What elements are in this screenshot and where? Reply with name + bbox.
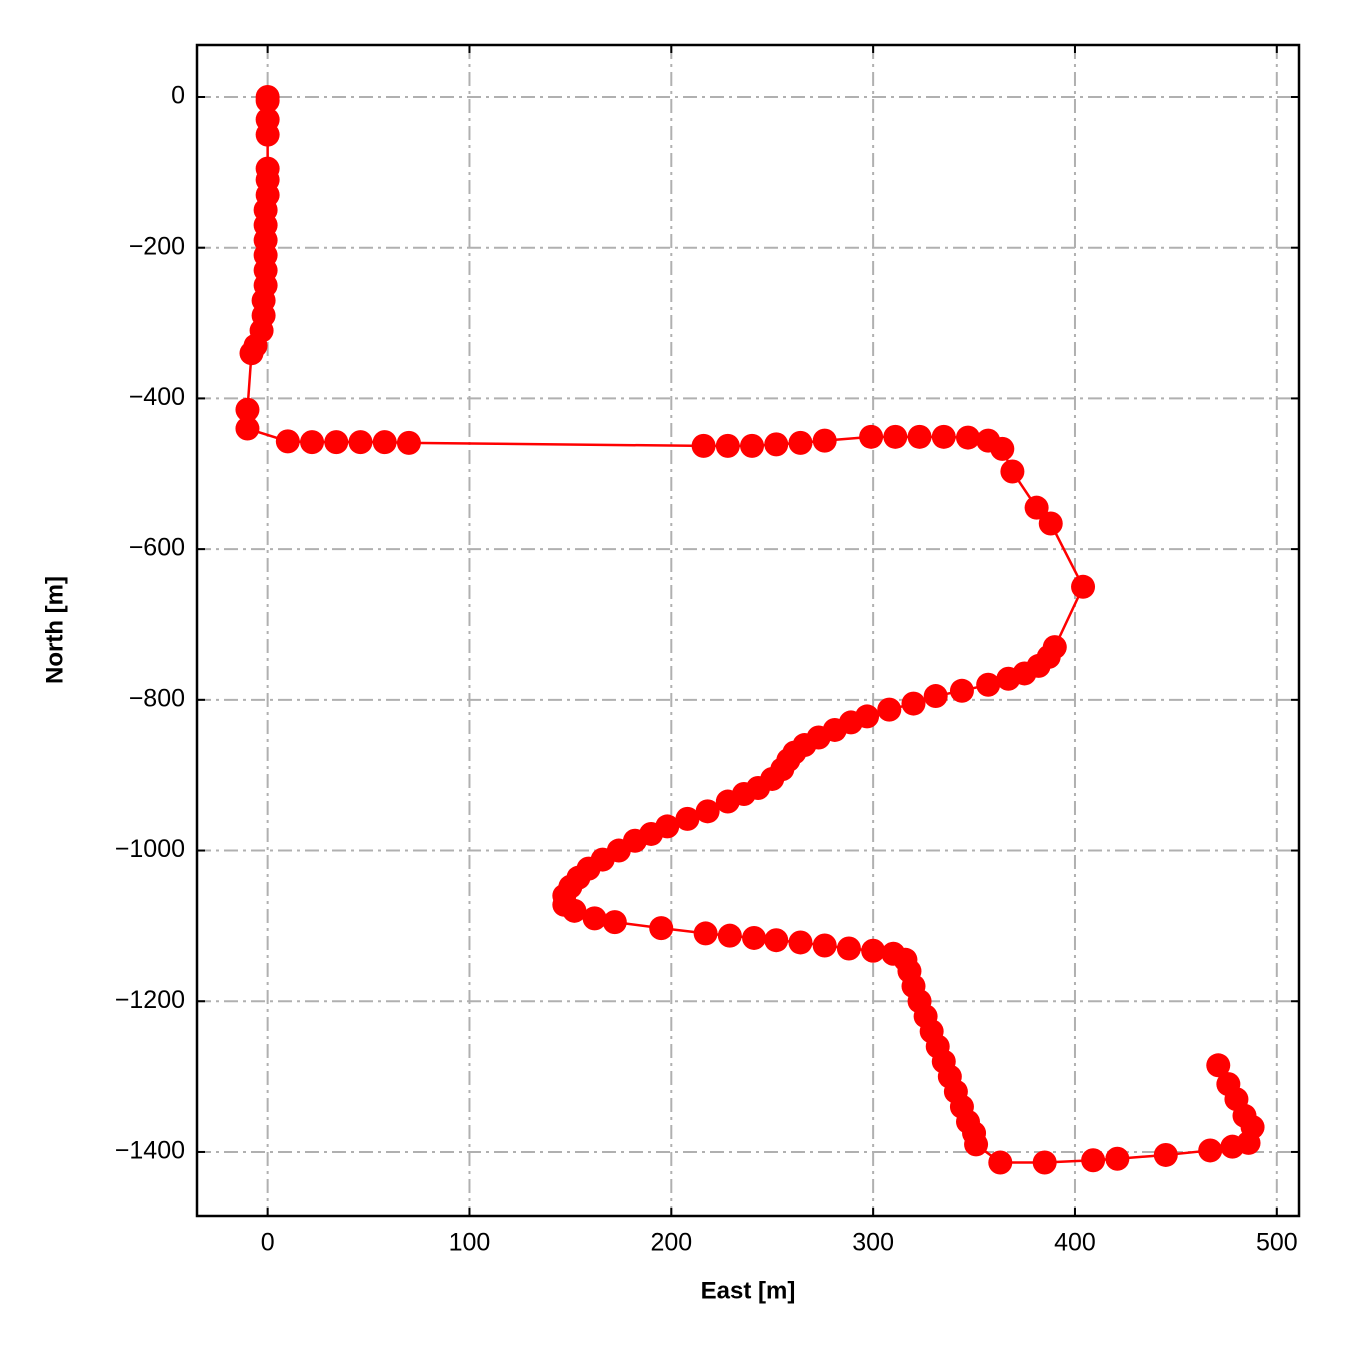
marker (988, 1150, 1013, 1175)
x-tick-label: 500 (1256, 1229, 1298, 1257)
marker (955, 425, 980, 450)
marker (907, 424, 932, 449)
marker (836, 936, 861, 961)
marker (255, 88, 280, 113)
y-tick-label: −1000 (115, 835, 185, 863)
plot-frame (195, 43, 1301, 1218)
marker (239, 341, 264, 366)
marker (740, 433, 765, 458)
marker (300, 430, 325, 455)
marker (396, 430, 421, 455)
marker (715, 789, 740, 814)
marker (275, 429, 300, 454)
marker (695, 799, 720, 824)
y-tick-label: 0 (171, 82, 185, 110)
marker (949, 678, 974, 703)
marker (812, 933, 837, 958)
marker (901, 691, 926, 716)
marker (715, 433, 740, 458)
marker (883, 424, 908, 449)
marker (255, 122, 280, 147)
marker (861, 938, 886, 963)
y-axis-label: North [m] (41, 576, 68, 684)
x-tick-label: 200 (650, 1229, 692, 1257)
marker (1024, 495, 1049, 520)
marker (691, 433, 716, 458)
x-tick-label: 100 (449, 1229, 491, 1257)
marker (1038, 511, 1063, 536)
marker (1105, 1146, 1130, 1171)
marker (877, 697, 902, 722)
trajectory-line (246, 96, 1254, 1164)
x-tick-label: 300 (852, 1229, 894, 1257)
x-tick-label: 0 (261, 1229, 275, 1257)
marker (812, 428, 837, 453)
marker (742, 925, 767, 950)
marker (1198, 1138, 1223, 1163)
marker (693, 921, 718, 946)
y-tick-label: −600 (129, 534, 185, 562)
marker (1206, 1053, 1231, 1078)
marker (1032, 1150, 1057, 1175)
marker (602, 910, 627, 935)
marker (1216, 1072, 1241, 1097)
marker (1000, 459, 1025, 484)
marker (1071, 574, 1096, 599)
marker (859, 424, 884, 449)
marker (976, 672, 1001, 697)
marker (764, 432, 789, 457)
marker (1081, 1148, 1106, 1173)
marker (372, 430, 397, 455)
marker (235, 397, 260, 422)
marker (717, 923, 742, 948)
marker (675, 806, 700, 831)
y-tick-label: −800 (129, 684, 185, 712)
marker (764, 928, 789, 953)
x-axis-label: East [m] (701, 1277, 796, 1304)
marker (562, 898, 587, 923)
marker (788, 930, 813, 955)
marker (582, 906, 607, 931)
x-tick-label: 400 (1054, 1229, 1096, 1257)
marker (235, 416, 260, 441)
marker (964, 1132, 989, 1157)
y-tick-label: −400 (129, 383, 185, 411)
marker (996, 666, 1021, 691)
marker (1153, 1142, 1178, 1167)
marker (990, 436, 1015, 461)
y-tick-label: −1200 (115, 986, 185, 1014)
marker (649, 916, 674, 941)
y-tick-label: −1400 (115, 1137, 185, 1165)
marker (931, 424, 956, 449)
marker (324, 430, 349, 455)
marker (788, 430, 813, 455)
y-tick-label: −200 (129, 232, 185, 260)
marker (348, 430, 373, 455)
marker (923, 684, 948, 709)
